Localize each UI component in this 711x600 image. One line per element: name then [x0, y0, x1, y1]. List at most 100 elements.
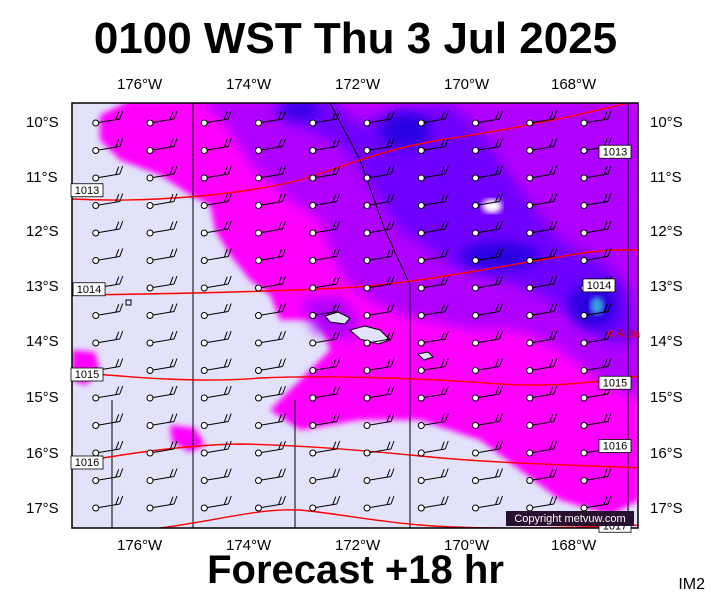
- wind-barb: [526, 495, 558, 512]
- wind-barb: [146, 110, 178, 127]
- wind-barb: [200, 165, 232, 182]
- wind-barb: [309, 193, 341, 209]
- wind-barb: [255, 275, 286, 292]
- wind-barb: [363, 440, 395, 457]
- wind-barb: [255, 385, 286, 402]
- wind-barb: [363, 303, 395, 319]
- wind-barb: [309, 138, 341, 154]
- wind-barb: [200, 330, 232, 347]
- wind-barb: [472, 220, 503, 237]
- wind-barb: [309, 110, 341, 127]
- wind-barb: [363, 413, 395, 429]
- wind-barb: [363, 330, 395, 347]
- islands: [125, 299, 434, 361]
- wind-barb: [580, 495, 612, 512]
- wind-barb: [472, 495, 503, 512]
- isobar-label: 1015: [598, 375, 632, 390]
- isobar-label: 1015: [70, 367, 104, 382]
- wind-barb: [580, 193, 612, 209]
- wind-barb: [472, 110, 503, 127]
- wind-barb: [146, 248, 178, 264]
- wind-barb: [363, 248, 395, 264]
- wind-barb: [146, 220, 178, 237]
- wind-barb: [526, 275, 558, 292]
- wind-barb: [580, 248, 612, 264]
- wind-barb: [472, 138, 503, 154]
- wind-barb: [417, 248, 449, 264]
- wind-barb: [363, 138, 395, 154]
- wind-barb: [200, 303, 232, 319]
- wind-barb: [417, 138, 449, 154]
- wind-barb: [526, 468, 558, 484]
- wind-barb: [417, 358, 449, 374]
- wind-barb: [200, 220, 232, 237]
- wind-barb: [526, 138, 558, 154]
- wind-barb: [472, 330, 503, 347]
- wind-barb: [92, 495, 124, 512]
- wind-barb: [92, 385, 124, 402]
- wind-barb: [417, 220, 449, 237]
- wind-barb: [200, 358, 232, 374]
- lat-label-right: 12°S: [650, 223, 683, 240]
- wind-barb: [255, 495, 286, 512]
- wind-barb: [309, 330, 341, 347]
- wind-barb: [472, 248, 503, 264]
- wind-barb: [309, 385, 341, 402]
- forecast-label: Forecast +18 hr: [207, 548, 504, 592]
- lat-label-right: 14°S: [650, 333, 683, 350]
- isobar-label-text: 1016: [603, 441, 627, 453]
- wind-barb: [417, 165, 449, 182]
- wind-barb: [580, 468, 612, 484]
- wind-barb: [363, 275, 395, 292]
- lat-label-left: 16°S: [26, 445, 59, 462]
- wind-barb: [146, 440, 178, 457]
- wind-barb: [92, 220, 124, 237]
- wind-barb: [309, 495, 341, 512]
- wind-barb: [255, 165, 286, 182]
- wind-barb: [146, 385, 178, 402]
- wind-barb: [417, 193, 449, 209]
- wind-barb: [472, 440, 503, 457]
- wind-barb: [526, 165, 558, 182]
- wind-barb: [309, 303, 341, 319]
- wind-barb: [309, 248, 341, 264]
- wind-barb: [146, 275, 178, 292]
- wind-barb: [309, 413, 341, 429]
- lat-label-right: 11°S: [650, 169, 682, 186]
- isobar-label: 1016: [598, 439, 632, 453]
- wind-barb: [309, 358, 341, 374]
- lat-label-left: 15°S: [26, 389, 59, 406]
- wind-barb: [146, 358, 178, 374]
- isobars: [72, 103, 638, 528]
- wind-barb: [92, 248, 124, 264]
- wind-barb: [200, 440, 232, 457]
- wind-barb: [580, 110, 612, 127]
- wind-barb: [417, 110, 449, 127]
- wind-barb: [363, 495, 395, 512]
- wind-barb: [472, 303, 503, 319]
- lon-label-bottom: 176°W: [117, 537, 163, 554]
- lat-label-left: 14°S: [26, 333, 59, 350]
- copyright-box: Copyright metvuw.com: [506, 511, 634, 526]
- page-title: 0100 WST Thu 3 Jul 2025: [93, 14, 618, 63]
- wind-barb: [526, 385, 558, 402]
- wind-barb: [363, 220, 395, 237]
- isobar-label-text: 1013: [603, 146, 627, 158]
- lat-label-left: 11°S: [26, 169, 58, 186]
- wind-barb: [255, 220, 286, 237]
- lat-label-left: 13°S: [26, 278, 59, 295]
- lon-label-top: 170°W: [444, 76, 490, 93]
- wind-barb: [472, 193, 503, 209]
- lat-label-left: 12°S: [26, 223, 59, 240]
- wind-barb: [146, 193, 178, 209]
- wind-barb: [309, 220, 341, 237]
- wind-barb: [309, 468, 341, 484]
- wind-barb: [200, 248, 232, 264]
- wind-barb: [526, 220, 558, 237]
- isobar-label: 1016: [70, 455, 104, 470]
- wind-barb: [526, 193, 558, 209]
- wind-barb: [92, 110, 124, 127]
- isobar-label: 1013: [598, 144, 632, 159]
- wind-barb: [92, 330, 124, 347]
- wind-barb: [472, 165, 503, 182]
